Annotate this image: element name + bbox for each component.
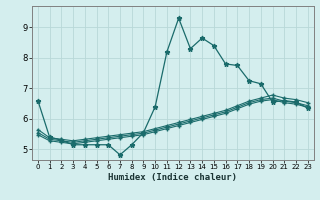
X-axis label: Humidex (Indice chaleur): Humidex (Indice chaleur)	[108, 173, 237, 182]
